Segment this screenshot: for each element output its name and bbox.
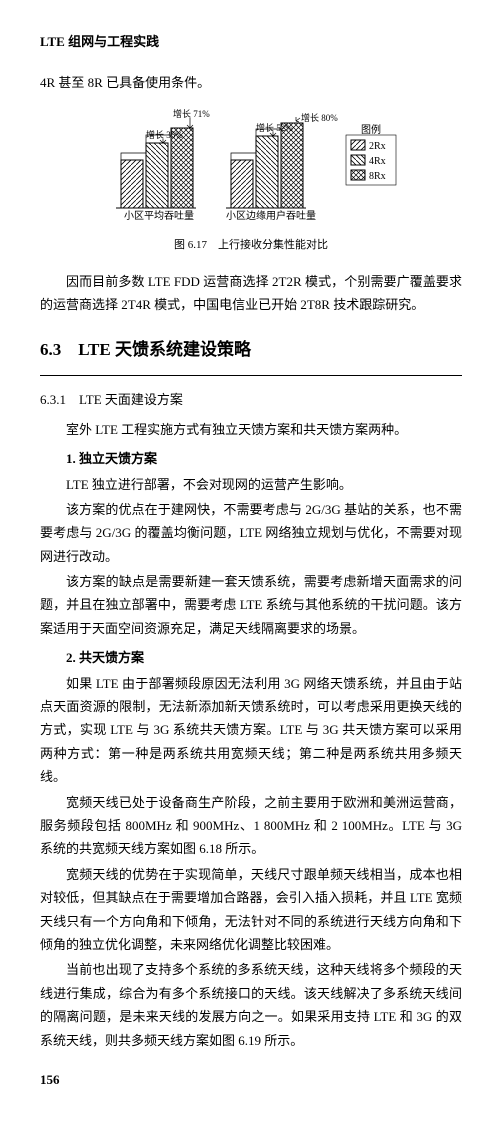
- chart-svg: 增长 35% 增长 71% 小区平均吞吐量 增长 52% 增长 80% 小区边缘…: [91, 105, 411, 225]
- p8: 宽频天线的优势在于实现简单，天线尺寸跟单频天线相当，成本也相对较低，但其缺点在于…: [40, 863, 462, 957]
- p7: 宽频天线已处于设备商生产阶段，之前主要用于欧洲和美洲运营商，服务频段包括 800…: [40, 791, 462, 861]
- sub-num: 6.3.1: [40, 392, 66, 407]
- section-num: 6.3: [40, 340, 61, 359]
- group1-label: 小区平均吞吐量: [124, 210, 194, 222]
- chart-caption: 图 6.17 上行接收分集性能对比: [40, 236, 462, 256]
- p2: 室外 LTE 工程实施方式有独立天馈方案和共天馈方案两种。: [40, 418, 462, 441]
- subsection-heading: 6.3.1 LTE 天面建设方案: [40, 388, 462, 411]
- growth-label-2a: 增长 52%: [256, 122, 293, 133]
- p4: 该方案的优点在于建网快，不需要考虑与 2G/3G 基站的关系，也不需要考虑与 2…: [40, 498, 462, 568]
- legend-8rx: 8Rx: [369, 171, 386, 182]
- paragraph-1: 因而目前多数 LTE FDD 运营商选择 2T2R 模式，个别需要广覆盖要求的运…: [40, 270, 462, 317]
- growth-label-1a: 增长 35%: [146, 129, 183, 140]
- growth-label-2b: 增长 80%: [301, 112, 338, 123]
- group2-label: 小区边缘用户吞吐量: [226, 209, 316, 222]
- intro-line: 4R 甚至 8R 已具备使用条件。: [40, 71, 462, 94]
- section-heading: 6.3 LTE 天馈系统建设策略: [40, 335, 462, 366]
- divider: [40, 375, 462, 376]
- page-number: 156: [40, 1068, 462, 1091]
- p5: 该方案的缺点是需要新建一套天馈系统，需要考虑新增天面需求的问题，并且在独立部署中…: [40, 570, 462, 640]
- legend-title: 图例: [361, 123, 381, 136]
- p6: 如果 LTE 由于部署频段原因无法利用 3G 网络天馈系统，并且由于站点天面资源…: [40, 672, 462, 789]
- legend-4rx: 4Rx: [369, 156, 386, 167]
- item-heading-1: 1. 独立天馈方案: [40, 447, 462, 470]
- book-title: LTE 组网与工程实践: [40, 30, 462, 53]
- sub-title: LTE 天面建设方案: [79, 392, 183, 407]
- legend-2rx: 2Rx: [369, 141, 386, 152]
- p9: 当前也出现了支持多个系统的多系统天线，这种天线将多个频段的天线进行集成，综合为有…: [40, 958, 462, 1052]
- section-title: LTE 天馈系统建设策略: [78, 340, 251, 359]
- bar-chart: 增长 35% 增长 71% 小区平均吞吐量 增长 52% 增长 80% 小区边缘…: [40, 105, 462, 256]
- p3: LTE 独立进行部署，不会对现网的运营产生影响。: [40, 473, 462, 496]
- item-heading-2: 2. 共天馈方案: [40, 646, 462, 669]
- growth-label-1b: 增长 71%: [173, 108, 210, 119]
